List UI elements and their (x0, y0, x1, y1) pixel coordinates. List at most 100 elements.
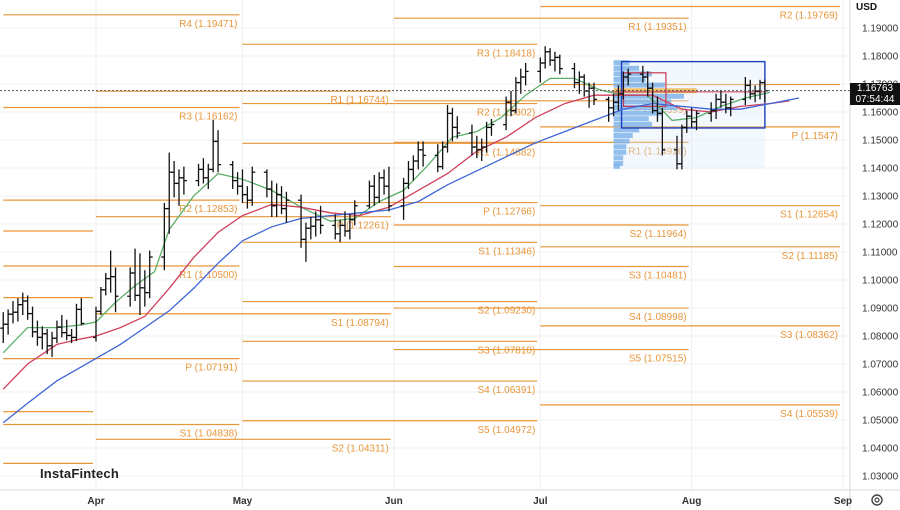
time-tick-label: Jun (385, 496, 403, 507)
ohlc-bar (132, 248, 139, 301)
ohlc-bar (234, 172, 241, 195)
price-bars (0, 46, 768, 357)
profile-bar (613, 116, 649, 122)
pivot-label: S1 (1.08794) (331, 318, 389, 329)
ohlc-bar (385, 166, 392, 212)
ohlc-bar (249, 166, 256, 206)
ohlc-bar (268, 180, 275, 217)
ohlc-bar (307, 217, 314, 240)
time-tick-label: May (233, 496, 253, 507)
price-tick-label: 1.03000 (862, 472, 899, 483)
ohlc-bar (420, 141, 427, 167)
ohlc-bar (102, 273, 109, 296)
pivot-label: R1 (1.19351) (628, 22, 686, 33)
ohlc-bar (405, 161, 412, 189)
price-tick-label: 1.11000 (862, 248, 898, 259)
pivot-label: R1 (1.16744) (330, 95, 388, 106)
volume-profile (608, 60, 766, 170)
ohlc-bar (239, 169, 246, 203)
profile-bar (613, 110, 662, 116)
pivot-label: S2 (1.11185) (782, 251, 838, 262)
pivot-label: S1 (1.04838) (180, 429, 238, 440)
price-tick-label: 1.07000 (862, 360, 899, 371)
ohlc-bar (542, 46, 549, 69)
ohlc-bar (581, 74, 588, 97)
profile-bar (613, 127, 640, 133)
pivot-label: S1 (1.12654) (780, 210, 838, 221)
ohlc-bar (522, 63, 529, 86)
ohlc-bar (180, 166, 187, 195)
ohlc-bar (263, 169, 270, 198)
pivot-label: R1 (1.14916) (628, 146, 686, 157)
price-tick-label: 1.13000 (862, 192, 899, 203)
time-tick-label: Aug (682, 496, 701, 507)
ohlc-bar (215, 130, 222, 173)
pivot-label: S3 (1.08362) (780, 330, 838, 341)
pivot-label: P (1.12766) (483, 207, 535, 218)
ohlc-bar (97, 287, 104, 315)
profile-bar (613, 105, 678, 110)
ohlc-bar (376, 172, 383, 203)
profile-bar (613, 77, 646, 82)
pivot-label: S5 (1.04972) (477, 425, 535, 436)
settings-gear-icon[interactable] (870, 493, 884, 507)
pivot-label: S4 (1.08998) (629, 312, 687, 323)
last-price-value: 1.16763 (856, 82, 894, 94)
time-tick-label: Apr (87, 496, 104, 507)
ohlc-bar (229, 161, 236, 189)
bar-countdown: 07:54:44 (855, 93, 895, 105)
ohlc-bar (547, 48, 554, 66)
price-tick-label: 1.19000 (862, 24, 899, 35)
profile-bar (613, 144, 627, 150)
ohlc-bar (351, 200, 358, 226)
ohlc-bar (415, 141, 422, 170)
pivot-label: S2 (1.04311) (332, 443, 389, 454)
ohlc-bar (517, 68, 524, 94)
ohlc-bar (273, 183, 280, 217)
ohlc-bar (625, 68, 632, 86)
price-tick-label: 1.04000 (862, 444, 899, 455)
time-axis[interactable]: Apr May Jun Jul Aug Sep (87, 496, 852, 507)
ohlc-bar (14, 298, 21, 322)
pivot-label: P (1.12261) (337, 221, 389, 232)
profile-bar (613, 121, 652, 127)
price-tick-label: 1.18000 (862, 52, 899, 63)
ohlc-bar (195, 163, 202, 187)
ohlc-bar (537, 57, 544, 83)
ohlc-bar (278, 186, 285, 215)
pivot-label: P (1.1547) (791, 131, 838, 142)
profile-bar (613, 163, 620, 169)
profile-bar (613, 133, 633, 138)
pivot-label: R4 (1.19471) (179, 19, 237, 30)
price-tick-label: 1.05000 (862, 416, 899, 427)
profile-bar (613, 161, 624, 166)
time-tick-label: Jul (533, 496, 548, 507)
price-tick-label: 1.08000 (862, 332, 899, 343)
price-tick-label: 1.14000 (862, 164, 899, 175)
profile-bar (613, 149, 627, 155)
ohlc-bar (366, 180, 373, 209)
profile-bar (613, 71, 652, 77)
pivot-label: S2 (1.09230) (477, 306, 535, 317)
pivot-label: S2 (1.11964) (630, 229, 687, 240)
currency-label[interactable]: USD (856, 2, 878, 13)
ohlc-bar (727, 96, 734, 117)
profile-bar (613, 138, 630, 144)
ohlc-bar (693, 110, 700, 131)
ohlc-bar (210, 119, 217, 173)
brand-logo: InstaFintech (40, 466, 119, 481)
last-price-tag: 1.16763 07:54:44 (850, 82, 900, 105)
ohlc-bar (488, 119, 495, 136)
ohlc-bar (381, 169, 388, 195)
ohlc-bar (19, 292, 26, 315)
pivot-label: P (1.16399) (635, 105, 687, 116)
ohlc-bar (371, 175, 378, 206)
ohlc-bar (63, 319, 70, 341)
ohlc-bar (39, 326, 46, 350)
price-axis[interactable]: 1.03000 1.04000 1.05000 1.06000 1.07000 1.080… (862, 24, 899, 483)
ohlc-bar (29, 306, 36, 338)
pivot-label: R3 (1.16162) (179, 111, 237, 122)
pivot-label: S1 (1.11346) (478, 246, 535, 257)
pivot-label: R2 (1.12853) (179, 204, 237, 215)
